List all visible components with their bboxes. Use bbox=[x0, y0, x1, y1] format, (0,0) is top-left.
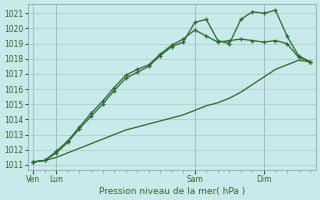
X-axis label: Pression niveau de la mer( hPa ): Pression niveau de la mer( hPa ) bbox=[99, 187, 245, 196]
